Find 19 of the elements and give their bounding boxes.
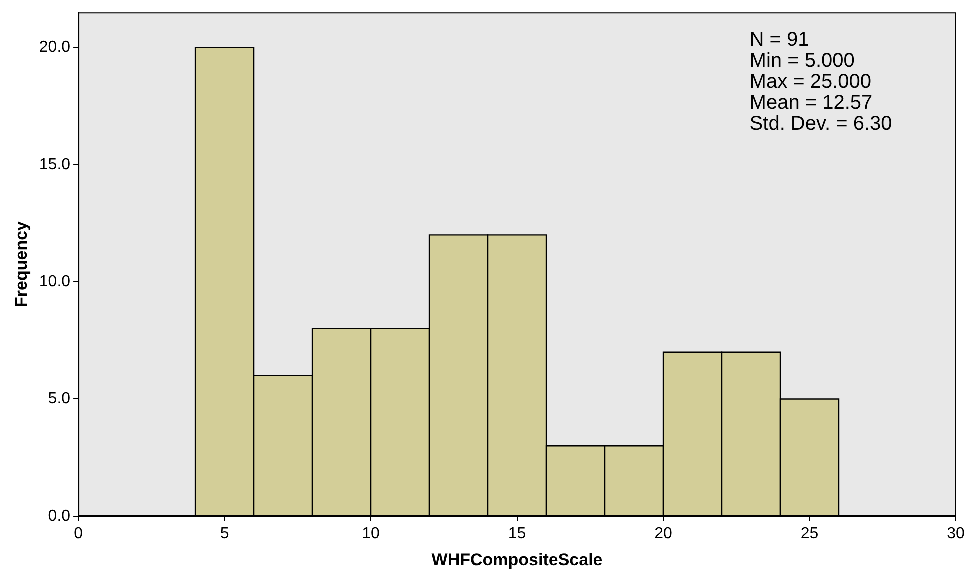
x-tick-label: 5 [220, 525, 230, 542]
y-tick-label: 10.0 [39, 273, 71, 290]
y-tick-label: 15.0 [39, 156, 71, 174]
y-axis-title: Frequency [12, 220, 31, 308]
x-tick-label: 10 [362, 525, 380, 542]
y-tick-label: 5.0 [48, 390, 71, 408]
x-tick-label: 20 [654, 525, 673, 542]
annotation: Min = 5.000 [750, 50, 855, 72]
x-axis-title: WHFCompositeScale [432, 550, 603, 570]
annotation: Max = 25.000 [750, 71, 872, 94]
x-tick-label: 0 [74, 525, 84, 542]
annotation: N = 91 [750, 29, 810, 52]
x-tick-label: 25 [800, 525, 819, 542]
y-tick-label: 0.0 [48, 508, 71, 525]
x-tick-label: 15 [508, 525, 526, 542]
y-tick-label: 20.0 [39, 39, 71, 56]
annotation: Mean = 12.57 [750, 92, 873, 114]
annotation: Std. Dev. = 6.30 [750, 113, 892, 136]
x-tick-label: 30 [947, 525, 965, 542]
